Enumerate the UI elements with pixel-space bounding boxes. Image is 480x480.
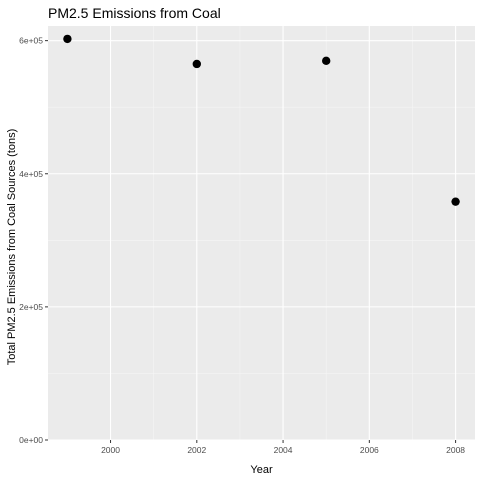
data-point bbox=[63, 34, 72, 44]
plot-panel bbox=[48, 26, 475, 440]
y-tick-label: 4e+05 bbox=[19, 169, 43, 179]
x-tick-label: 2008 bbox=[446, 445, 465, 455]
y-tick-label: 2e+05 bbox=[19, 302, 43, 312]
y-tick-label: 0e+00 bbox=[19, 435, 43, 445]
data-point bbox=[321, 56, 331, 66]
y-axis-title: Total PM2.5 Emissions from Coal Sources … bbox=[6, 129, 18, 366]
data-point bbox=[451, 197, 460, 206]
y-tick-label: 6e+05 bbox=[19, 36, 43, 46]
x-tick-label: 2006 bbox=[360, 445, 379, 455]
chart-title: PM2.5 Emissions from Coal bbox=[48, 5, 221, 21]
y-axis: 0e+00 2e+05 4e+05 6e+05 bbox=[19, 36, 48, 445]
x-tick-label: 2002 bbox=[187, 445, 206, 455]
x-axis-title: Year bbox=[250, 464, 273, 476]
x-tick-label: 2000 bbox=[101, 445, 120, 455]
data-point bbox=[192, 59, 202, 69]
x-tick-label: 2004 bbox=[274, 445, 293, 455]
x-axis: 2000 2002 2004 2006 2008 bbox=[101, 440, 465, 455]
grid-lines bbox=[48, 26, 475, 441]
data-points bbox=[63, 34, 460, 206]
